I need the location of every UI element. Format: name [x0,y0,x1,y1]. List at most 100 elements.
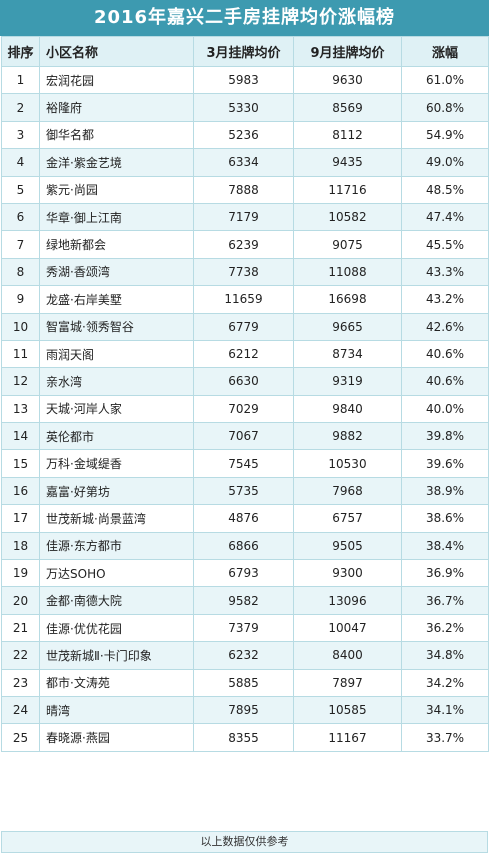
cell-rank: 5 [1,175,40,204]
cell-march-price: 6630 [193,367,294,396]
cell-september-price: 7968 [293,476,402,506]
cell-march-price: 6334 [193,148,294,177]
table-row: 20 金都·南德大院 9582 13096 36.7% [1,586,489,615]
cell-rank: 24 [1,695,40,725]
cell-september-price: 8112 [293,120,402,150]
table-row: 17 世茂新城·尚景蓝湾 4876 6757 38.6% [1,504,489,533]
cell-rank: 16 [1,476,40,506]
table-row: 15 万科·金域缇香 7545 10530 39.6% [1,449,489,478]
cell-september-price: 8569 [293,93,402,122]
cell-community-name: 亲水湾 [39,367,194,396]
cell-community-name: 金都·南德大院 [39,586,194,615]
ranking-table: 排序 小区名称 3月挂牌均价 9月挂牌均价 涨幅 1 宏润花园 5983 9630 61… [1,36,489,752]
cell-community-name: 裕隆府 [39,93,194,122]
table-row: 1 宏润花园 5983 9630 61.0% [1,65,489,95]
table-header-row: 排序 小区名称 3月挂牌均价 9月挂牌均价 涨幅 [1,36,489,67]
cell-rank: 22 [1,641,40,670]
header-name: 小区名称 [39,36,194,67]
cell-rank: 23 [1,668,40,697]
cell-community-name: 绿地新都会 [39,230,194,259]
cell-increase: 42.6% [401,312,489,341]
cell-september-price: 16698 [293,285,402,314]
table-row: 25 春晓源·燕园 8355 11167 33.7% [1,723,489,752]
cell-march-price: 4876 [193,504,294,533]
cell-increase: 38.6% [401,504,489,533]
cell-march-price: 7545 [193,449,294,478]
cell-community-name: 都市·文涛苑 [39,668,194,697]
table-row: 4 金洋·紫金艺境 6334 9435 49.0% [1,148,489,177]
cell-september-price: 9435 [293,148,402,177]
cell-increase: 33.7% [401,723,489,752]
cell-increase: 45.5% [401,230,489,259]
cell-rank: 15 [1,449,40,478]
header-rank: 排序 [1,36,40,67]
cell-rank: 6 [1,202,40,232]
cell-increase: 34.2% [401,668,489,697]
cell-september-price: 9882 [293,422,402,451]
cell-rank: 25 [1,723,40,752]
cell-september-price: 8400 [293,641,402,670]
cell-march-price: 5236 [193,120,294,150]
cell-september-price: 11716 [293,175,402,204]
cell-september-price: 6757 [293,504,402,533]
cell-community-name: 晴湾 [39,695,194,725]
table-row: 23 都市·文涛苑 5885 7897 34.2% [1,668,489,697]
cell-rank: 8 [1,257,40,287]
table-row: 2 裕隆府 5330 8569 60.8% [1,93,489,122]
cell-march-price: 7379 [193,613,294,643]
cell-increase: 60.8% [401,93,489,122]
cell-community-name: 佳源·优优花园 [39,613,194,643]
cell-march-price: 7179 [193,202,294,232]
cell-community-name: 紫元·尚园 [39,175,194,204]
cell-march-price: 8355 [193,723,294,752]
cell-september-price: 10047 [293,613,402,643]
cell-march-price: 5885 [193,668,294,697]
table-row: 24 晴湾 7895 10585 34.1% [1,695,489,725]
cell-september-price: 9319 [293,367,402,396]
cell-community-name: 世茂新城Ⅱ·卡门印象 [39,641,194,670]
cell-community-name: 春晓源·燕园 [39,723,194,752]
cell-community-name: 嘉富·好第坊 [39,476,194,506]
cell-september-price: 9075 [293,230,402,259]
cell-rank: 19 [1,559,40,588]
cell-march-price: 5330 [193,93,294,122]
cell-rank: 2 [1,93,40,122]
cell-increase: 39.6% [401,449,489,478]
cell-increase: 36.9% [401,559,489,588]
table-row: 16 嘉富·好第坊 5735 7968 38.9% [1,476,489,506]
cell-march-price: 6239 [193,230,294,259]
table-row: 13 天城·河岸人家 7029 9840 40.0% [1,394,489,424]
cell-increase: 36.2% [401,613,489,643]
cell-community-name: 龙盛·右岸美墅 [39,285,194,314]
cell-september-price: 9665 [293,312,402,341]
cell-increase: 43.3% [401,257,489,287]
cell-september-price: 9630 [293,65,402,95]
cell-increase: 34.1% [401,695,489,725]
cell-increase: 48.5% [401,175,489,204]
cell-rank: 11 [1,339,40,369]
cell-september-price: 10585 [293,695,402,725]
cell-community-name: 世茂新城·尚景蓝湾 [39,504,194,533]
table-row: 8 秀湖·香颂湾 7738 11088 43.3% [1,257,489,287]
cell-increase: 38.4% [401,531,489,561]
cell-march-price: 6866 [193,531,294,561]
table-row: 22 世茂新城Ⅱ·卡门印象 6232 8400 34.8% [1,641,489,670]
cell-march-price: 5735 [193,476,294,506]
cell-rank: 3 [1,120,40,150]
table-body: 1 宏润花园 5983 9630 61.0% 2 裕隆府 5330 8569 60.8% 3 御华名都… [1,65,489,752]
cell-rank: 20 [1,586,40,615]
cell-community-name: 万科·金域缇香 [39,449,194,478]
table-row: 5 紫元·尚园 7888 11716 48.5% [1,175,489,204]
cell-community-name: 天城·河岸人家 [39,394,194,424]
cell-september-price: 8734 [293,339,402,369]
cell-increase: 54.9% [401,120,489,150]
cell-community-name: 金洋·紫金艺境 [39,148,194,177]
table-row: 7 绿地新都会 6239 9075 45.5% [1,230,489,259]
cell-increase: 47.4% [401,202,489,232]
cell-increase: 61.0% [401,65,489,95]
cell-increase: 40.0% [401,394,489,424]
header-increase: 涨幅 [401,36,489,67]
cell-september-price: 10582 [293,202,402,232]
cell-march-price: 7888 [193,175,294,204]
